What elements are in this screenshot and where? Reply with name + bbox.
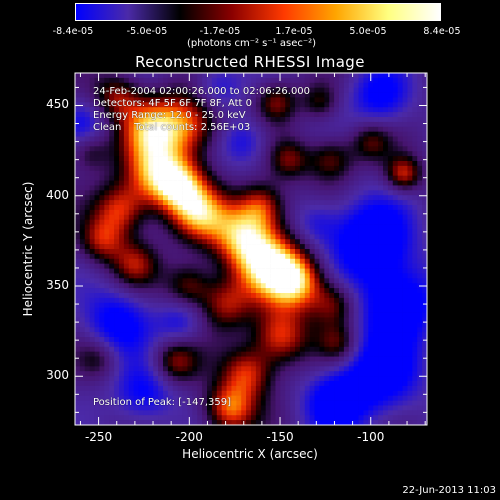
footer-date: 22-Jun-2013 11:03 [402,485,496,496]
y-axis-label: Heliocentric Y (arcsec) [21,181,35,317]
colorbar-tick-label: -8.4e-05 [52,26,94,37]
plot-frame [74,72,428,426]
axis-ticks [75,73,427,425]
y-tick-label: 350 [46,278,69,292]
colorbar-tick-label: 5.0e-05 [349,26,387,37]
chart-title: Reconstructed RHESSI Image [135,53,365,71]
y-tick-label: 450 [46,97,69,112]
x-tick-label: -250 [84,430,113,444]
colorbar-tick-label: -5.0e-05 [126,26,168,37]
x-tick-label: -100 [357,430,385,444]
y-tick-label: 300 [46,368,69,383]
heatmap-image [75,73,428,426]
colorbar-tick-label: -1.7e-05 [199,26,241,37]
x-tick-label: -200 [175,430,203,444]
detectors-annotation: Detectors: 4F 5F 6F 7F 8F, Att 0 [93,98,253,109]
y-tick-label: 400 [46,187,69,202]
x-axis-label: Heliocentric X (arcsec) [182,447,318,461]
colorbar [75,3,441,21]
colorbar-tick-label: 1.7e-05 [275,26,313,37]
time-range-annotation: 24-Feb-2004 02:00:26.000 to 02:06:26.000 [93,86,311,97]
energy-range-annotation: Energy Range: 12.0 - 25.0 keV [93,110,246,121]
counts-annotation: Clean Total counts: 2.56E+03 [93,122,251,133]
colorbar-tick-label: 8.4e-05 [423,26,461,37]
peak-position-annotation: Position of Peak: [-147,359] [93,397,231,408]
colorbar-units-label: (photons cm⁻² s⁻¹ asec⁻²) [187,38,317,49]
x-tick-label: -150 [266,430,294,444]
